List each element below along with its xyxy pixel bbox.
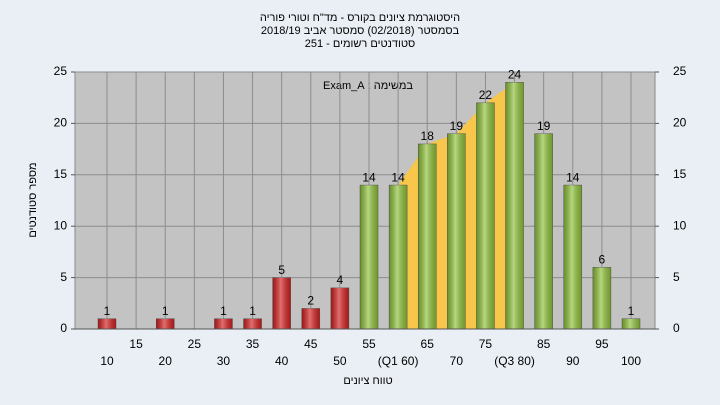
x-tick-label: (Q3 80) bbox=[494, 354, 535, 368]
x-tick-label: (Q1 60) bbox=[378, 354, 419, 368]
y2-tick-label: 0 bbox=[673, 321, 680, 335]
title-line: סטודנטים רשומים - 251 bbox=[305, 38, 416, 50]
bar-shade bbox=[592, 267, 611, 329]
x-tick-label: 65 bbox=[421, 337, 435, 351]
bar-shade bbox=[505, 82, 524, 329]
bar-shade bbox=[156, 318, 175, 329]
value-label: 6 bbox=[599, 252, 606, 266]
y2-tick-label: 10 bbox=[673, 218, 687, 232]
value-label: 14 bbox=[362, 170, 376, 184]
value-label: 19 bbox=[450, 119, 464, 133]
x-tick-label: 75 bbox=[479, 337, 493, 351]
value-label: 14 bbox=[566, 170, 580, 184]
value-label: 18 bbox=[421, 129, 435, 143]
annotation: במשימה : Exam_A bbox=[323, 80, 413, 92]
title-line: היסטוגרמת ציונים בקורס - מד"ח וטורי פורי… bbox=[260, 12, 460, 24]
value-label: 1 bbox=[628, 304, 635, 318]
value-label: 1 bbox=[104, 304, 111, 318]
x-tick-label: 40 bbox=[275, 354, 289, 368]
bar-shade bbox=[98, 318, 116, 329]
bar-shade bbox=[389, 185, 408, 329]
value-label: 5 bbox=[278, 263, 285, 277]
value-label: 1 bbox=[162, 304, 169, 318]
x-tick-label: 90 bbox=[566, 354, 580, 368]
bar-shade bbox=[272, 277, 291, 329]
value-label: 4 bbox=[337, 273, 344, 287]
x-tick-label: 95 bbox=[595, 337, 609, 351]
x-tick-label: 85 bbox=[537, 337, 551, 351]
x-tick-label: 20 bbox=[159, 354, 173, 368]
y-tick-label: 20 bbox=[54, 116, 68, 130]
x-tick-label: 35 bbox=[246, 337, 260, 351]
bar-shade bbox=[476, 102, 495, 329]
y-tick-label: 10 bbox=[54, 218, 68, 232]
bar-shade bbox=[360, 185, 378, 329]
bar-shade bbox=[447, 133, 466, 329]
x-tick-label: 70 bbox=[450, 354, 464, 368]
y-tick-label: 5 bbox=[60, 270, 67, 284]
bar-shade bbox=[418, 143, 437, 329]
value-label: 14 bbox=[391, 170, 405, 184]
title-line: בסמסטר (02/2018) סמסטר אביב 2018/19 bbox=[261, 25, 460, 37]
x-tick-label: 30 bbox=[217, 354, 231, 368]
y2-tick-label: 5 bbox=[673, 270, 680, 284]
y2-tick-label: 15 bbox=[673, 167, 687, 181]
value-label: 1 bbox=[249, 304, 256, 318]
y-tick-label: 0 bbox=[60, 321, 67, 335]
value-label: 2 bbox=[307, 294, 314, 308]
bar-shade bbox=[622, 318, 640, 329]
bar-shade bbox=[243, 318, 262, 329]
x-tick-label: 10 bbox=[100, 354, 114, 368]
x-axis-label: טווח ציונים bbox=[343, 375, 392, 387]
y2-tick-label: 25 bbox=[673, 64, 687, 78]
x-tick-label: 25 bbox=[188, 337, 202, 351]
value-label: 22 bbox=[479, 88, 493, 102]
value-label: 1 bbox=[220, 304, 227, 318]
value-label: 24 bbox=[508, 67, 522, 81]
x-tick-label: 15 bbox=[129, 337, 143, 351]
y-tick-label: 25 bbox=[54, 64, 68, 78]
y2-tick-label: 20 bbox=[673, 116, 687, 130]
x-tick-label: 100 bbox=[621, 354, 641, 368]
x-tick-label: 55 bbox=[362, 337, 376, 351]
value-label: 19 bbox=[537, 119, 551, 133]
y-axis-label: מספר סטודנטים bbox=[27, 162, 39, 237]
bar-shade bbox=[214, 318, 233, 329]
bar-shade bbox=[563, 185, 582, 329]
x-tick-label: 50 bbox=[333, 354, 347, 368]
y-tick-label: 15 bbox=[54, 167, 68, 181]
bar-shade bbox=[534, 133, 553, 329]
bar-shade bbox=[301, 308, 320, 329]
bar-shade bbox=[330, 287, 349, 329]
x-tick-label: 45 bbox=[304, 337, 318, 351]
